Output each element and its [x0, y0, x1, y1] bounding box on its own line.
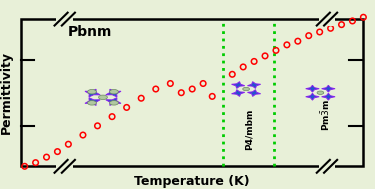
Circle shape	[110, 90, 118, 94]
Polygon shape	[306, 85, 319, 92]
Bar	[319, 13, 335, 26]
Bar	[319, 160, 335, 173]
Point	[209, 95, 215, 98]
Point	[167, 82, 173, 85]
Point	[153, 88, 159, 91]
Circle shape	[87, 90, 96, 94]
Point	[109, 115, 115, 118]
Text: Pbnm: Pbnm	[68, 25, 112, 39]
Point	[262, 54, 268, 57]
Point	[240, 65, 246, 68]
Polygon shape	[248, 90, 261, 96]
Circle shape	[317, 91, 324, 94]
Text: Temperature (K): Temperature (K)	[134, 174, 250, 187]
Polygon shape	[106, 98, 121, 105]
Point	[273, 49, 279, 52]
Polygon shape	[306, 93, 319, 100]
Bar	[56, 160, 73, 173]
Polygon shape	[322, 93, 335, 100]
Polygon shape	[85, 89, 100, 97]
Polygon shape	[322, 85, 335, 92]
Circle shape	[87, 101, 96, 105]
Point	[360, 16, 366, 19]
Point	[178, 91, 184, 94]
Point	[229, 73, 235, 76]
Point	[316, 30, 322, 33]
Point	[44, 156, 50, 159]
Point	[328, 27, 334, 30]
Text: Pm$\bar{3}$m: Pm$\bar{3}$m	[319, 99, 332, 131]
Circle shape	[110, 101, 118, 105]
Point	[284, 43, 290, 46]
Point	[138, 97, 144, 100]
Point	[350, 19, 355, 22]
Polygon shape	[232, 90, 245, 96]
Point	[22, 165, 28, 168]
Point	[200, 82, 206, 85]
Point	[339, 23, 345, 26]
Polygon shape	[248, 82, 261, 88]
Polygon shape	[85, 98, 100, 105]
Bar	[21, 19, 363, 166]
Point	[306, 34, 312, 37]
Text: P4/mbm: P4/mbm	[244, 109, 253, 150]
Point	[124, 106, 130, 109]
Polygon shape	[232, 82, 245, 88]
Point	[251, 60, 257, 63]
Point	[94, 124, 100, 127]
Point	[295, 40, 301, 43]
Bar	[56, 13, 73, 26]
Point	[33, 161, 39, 164]
Point	[189, 88, 195, 91]
Text: Permittivity: Permittivity	[0, 51, 13, 134]
Point	[54, 150, 60, 153]
Circle shape	[99, 95, 107, 100]
Point	[80, 133, 86, 136]
Polygon shape	[106, 89, 121, 97]
Circle shape	[243, 87, 249, 91]
Point	[65, 143, 71, 146]
